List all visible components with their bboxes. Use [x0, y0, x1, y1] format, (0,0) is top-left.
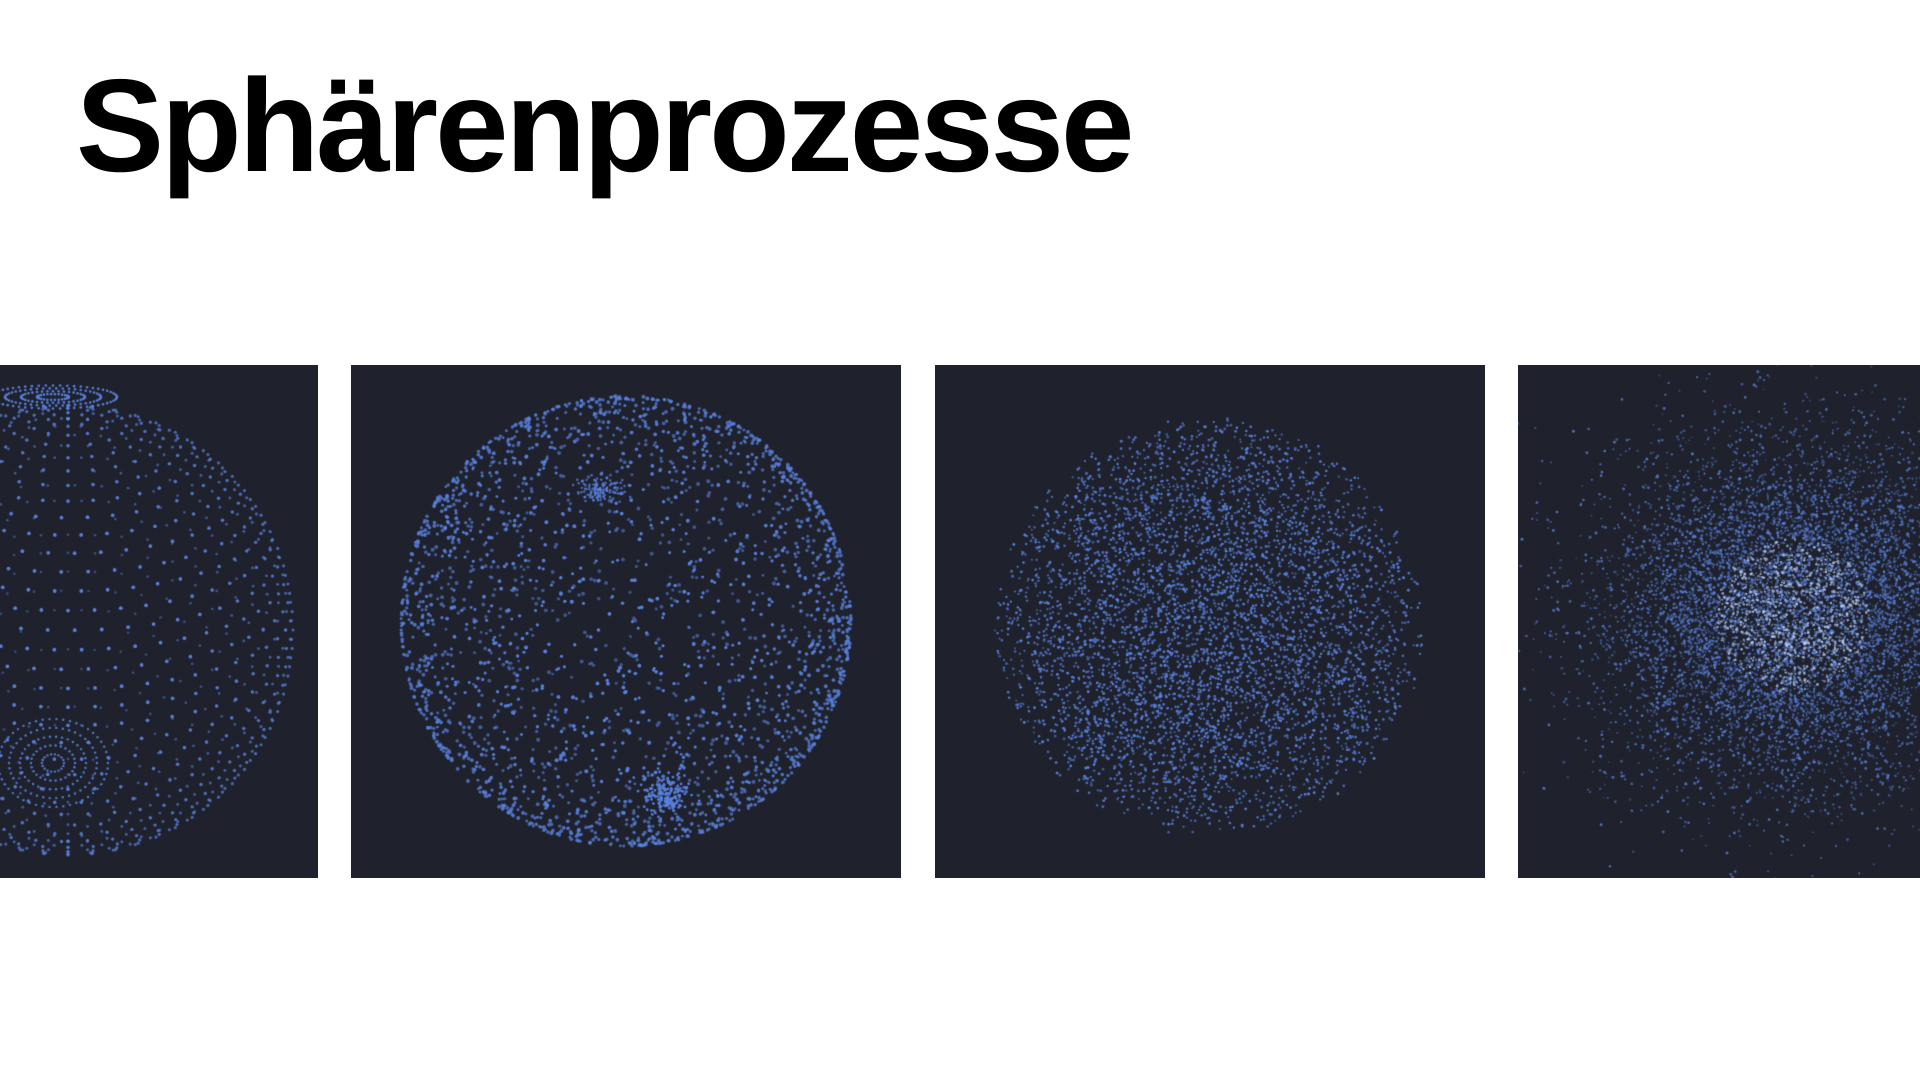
page-title: Sphärenprozesse [76, 52, 1134, 199]
gaussian-cloud-canvas [1518, 365, 1920, 878]
uniform-volume-sphere-panel [935, 365, 1485, 878]
gaussian-cloud-panel [1518, 365, 1920, 878]
structured-grid-sphere-canvas [0, 365, 318, 878]
uniform-surface-sphere-panel [351, 365, 901, 878]
uniform-volume-sphere-canvas [935, 365, 1485, 878]
uniform-surface-sphere-canvas [351, 365, 901, 878]
structured-grid-sphere-panel [0, 365, 318, 878]
